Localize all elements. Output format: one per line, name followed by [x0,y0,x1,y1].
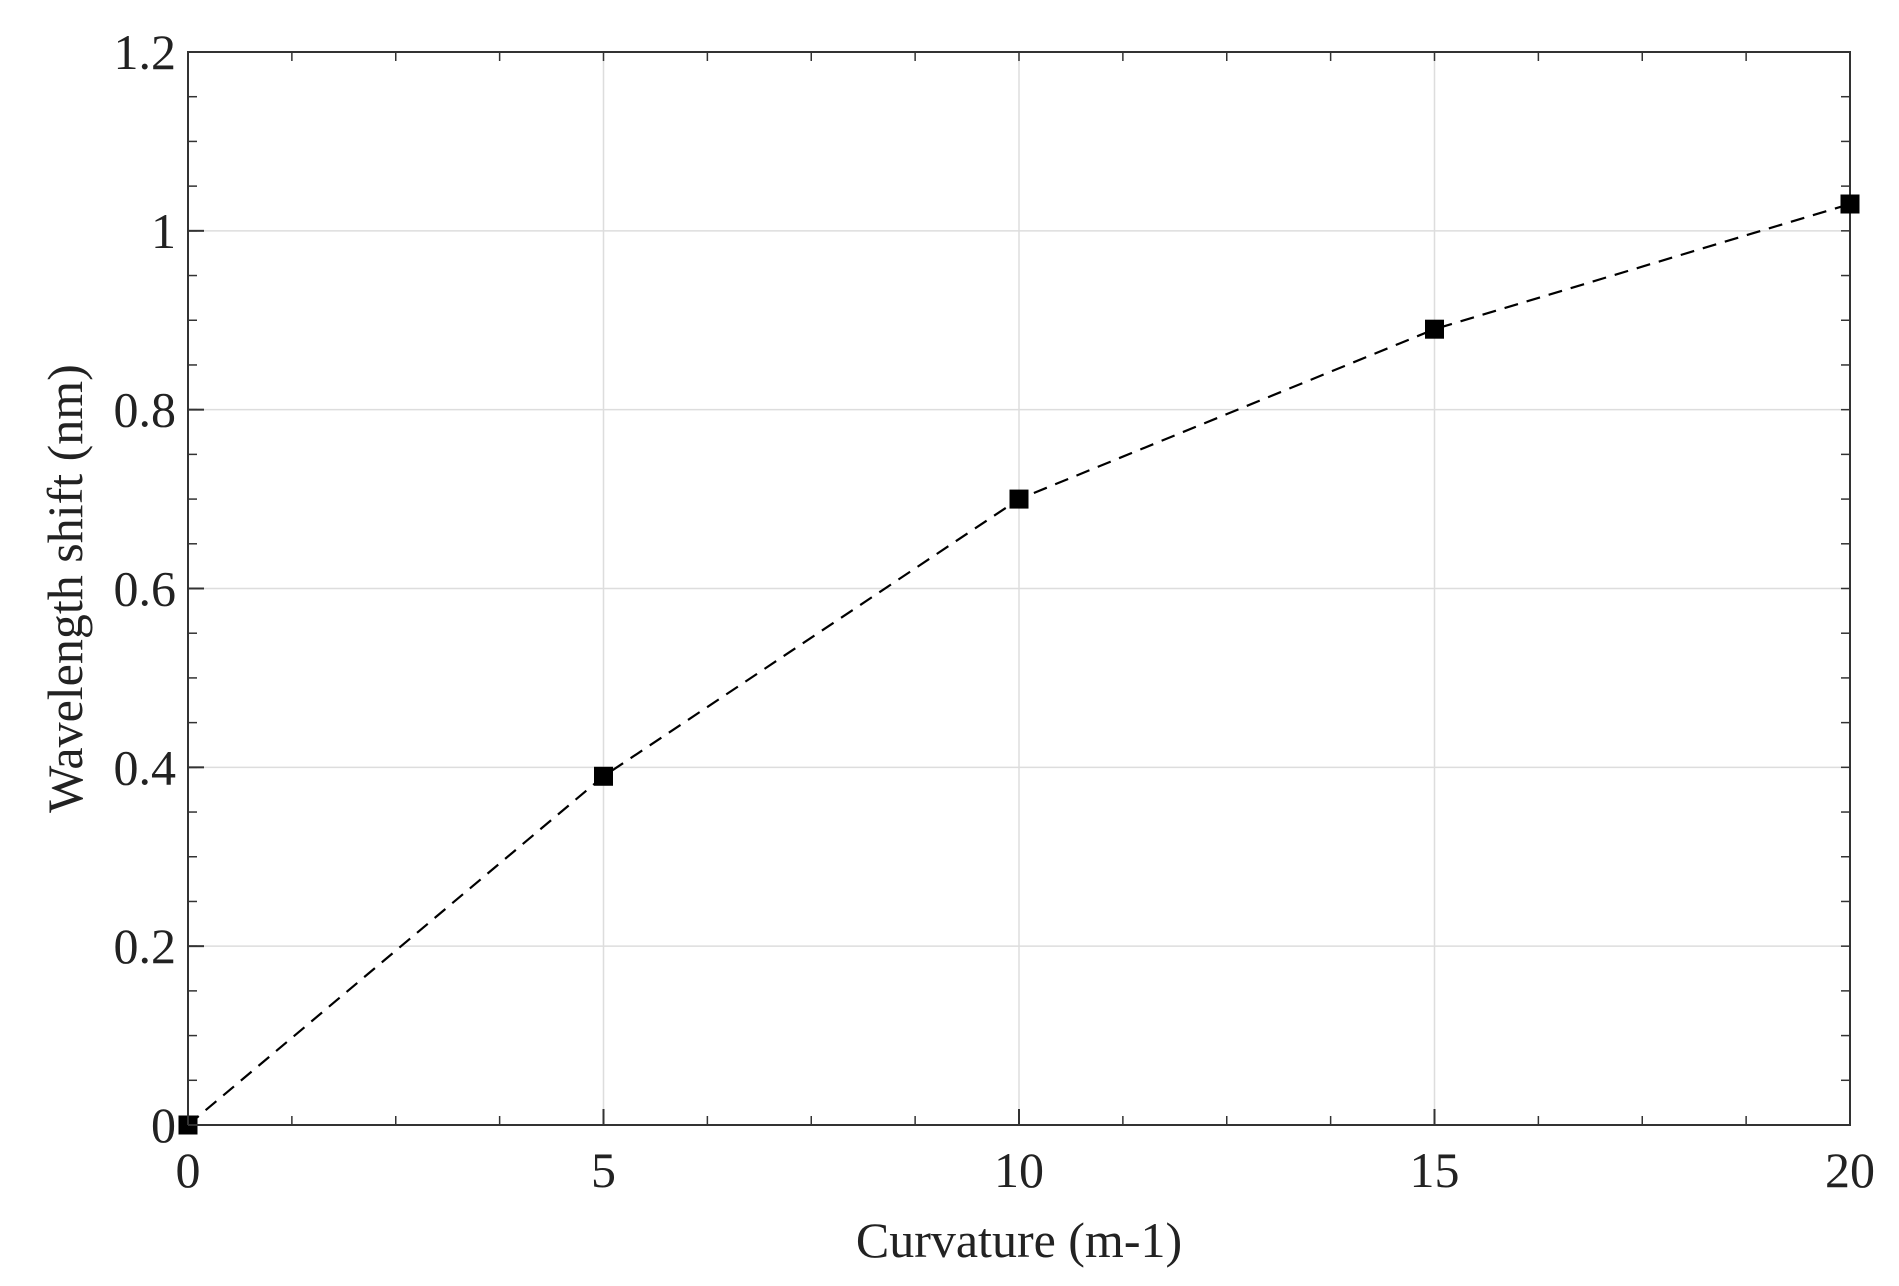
data-point-marker [594,766,613,786]
y-axis-ticks: 0 0.2 0.4 0.6 0.8 1 1.2 [114,24,204,1153]
y-tick-label: 1.2 [114,24,177,80]
x-tick-label: 20 [1825,1142,1875,1198]
x-tick-label: 5 [591,1142,616,1198]
y-tick-label: 0 [151,1097,176,1153]
x-axis-title: Curvature (m-1) [856,1212,1182,1268]
y-tick-label: 0.4 [114,739,177,795]
grid-lines [188,52,1850,1125]
data-point-marker [1840,194,1860,214]
y-tick-label: 0.8 [114,382,177,438]
y-tick-label: 0.2 [114,918,177,974]
y-tick-label: 1 [151,203,176,259]
x-tick-label: 0 [176,1142,201,1198]
x-tick-label: 15 [1410,1142,1460,1198]
data-point-marker [1425,319,1444,339]
data-point-marker [1009,489,1029,509]
data-series [178,194,1860,1135]
x-axis-ticks: 0 5 10 15 20 [176,1109,1875,1198]
y-tick-label: 0.6 [114,561,177,617]
x-tick-label: 10 [994,1142,1044,1198]
y-axis-title: Wavelength shift (nm) [37,364,93,813]
